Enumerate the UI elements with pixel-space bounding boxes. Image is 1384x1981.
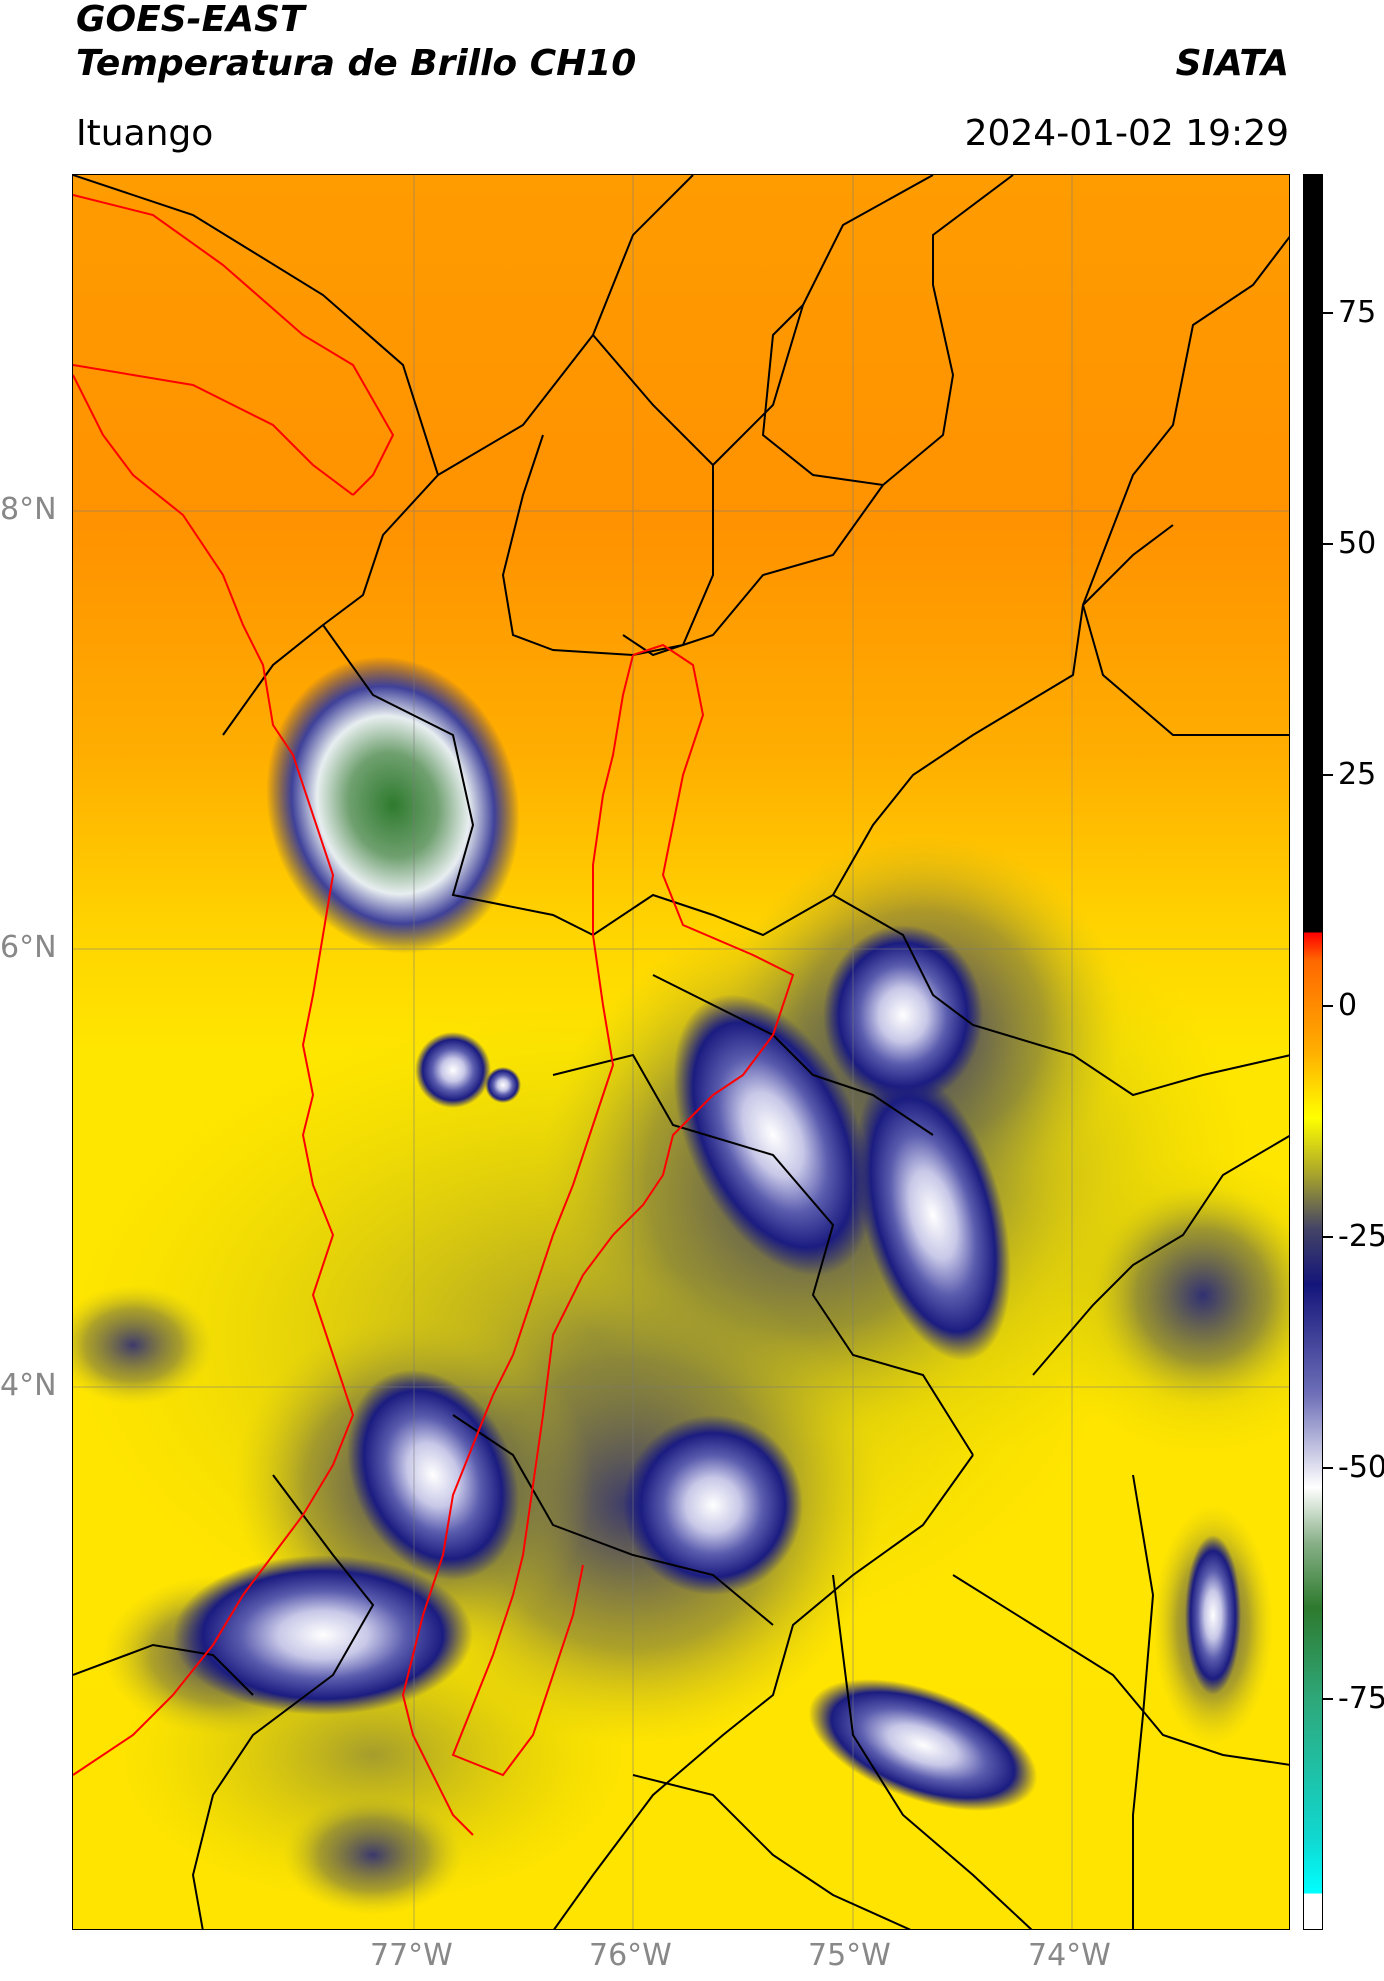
colorbar-tick [1323, 1004, 1333, 1007]
colorbar-tick [1323, 773, 1333, 776]
lon-label-76w: 76°W [589, 1938, 672, 1973]
variable-title: Temperatura de Brillo CH10 [76, 43, 637, 84]
lat-label-6n: 6°N [0, 930, 57, 965]
colorbar-tick [1323, 1697, 1333, 1700]
department-borders [73, 175, 1289, 1929]
colorbar-tick-label: -25 [1338, 1218, 1384, 1254]
map-graticule [73, 175, 1289, 1929]
colorbar-tick [1323, 1466, 1333, 1469]
map-canvas [73, 175, 1289, 1929]
colorbar-tick-label: 50 [1338, 525, 1377, 561]
colorbar-tick [1323, 1235, 1333, 1238]
colorbar-tick [1323, 542, 1333, 545]
colorbar-tick-label: 0 [1338, 987, 1358, 1023]
region-borders [73, 194, 795, 1836]
organization-label: SIATA [1175, 43, 1289, 84]
product-title: GOES-EAST [76, 0, 305, 40]
datetime-label: 2024-01-02 19:29 [964, 113, 1289, 154]
lon-label-77w: 77°W [370, 1938, 453, 1973]
colorbar-tick [1323, 311, 1333, 314]
colorbar [1303, 174, 1323, 1930]
lon-label-74w: 74°W [1028, 1938, 1111, 1973]
lat-label-8n: 8°N [0, 492, 57, 527]
colorbar-tick-label: 25 [1338, 756, 1377, 792]
location-label: Ituango [76, 113, 214, 154]
lon-label-75w: 75°W [808, 1938, 891, 1973]
lat-label-4n: 4°N [0, 1368, 57, 1403]
colorbar-tick-label: -75 [1338, 1680, 1384, 1716]
map-panel [72, 174, 1290, 1930]
colorbar-gradient [1304, 175, 1322, 1929]
colorbar-tick-label: -50 [1338, 1449, 1384, 1485]
colorbar-tick-label: 75 [1338, 294, 1377, 330]
